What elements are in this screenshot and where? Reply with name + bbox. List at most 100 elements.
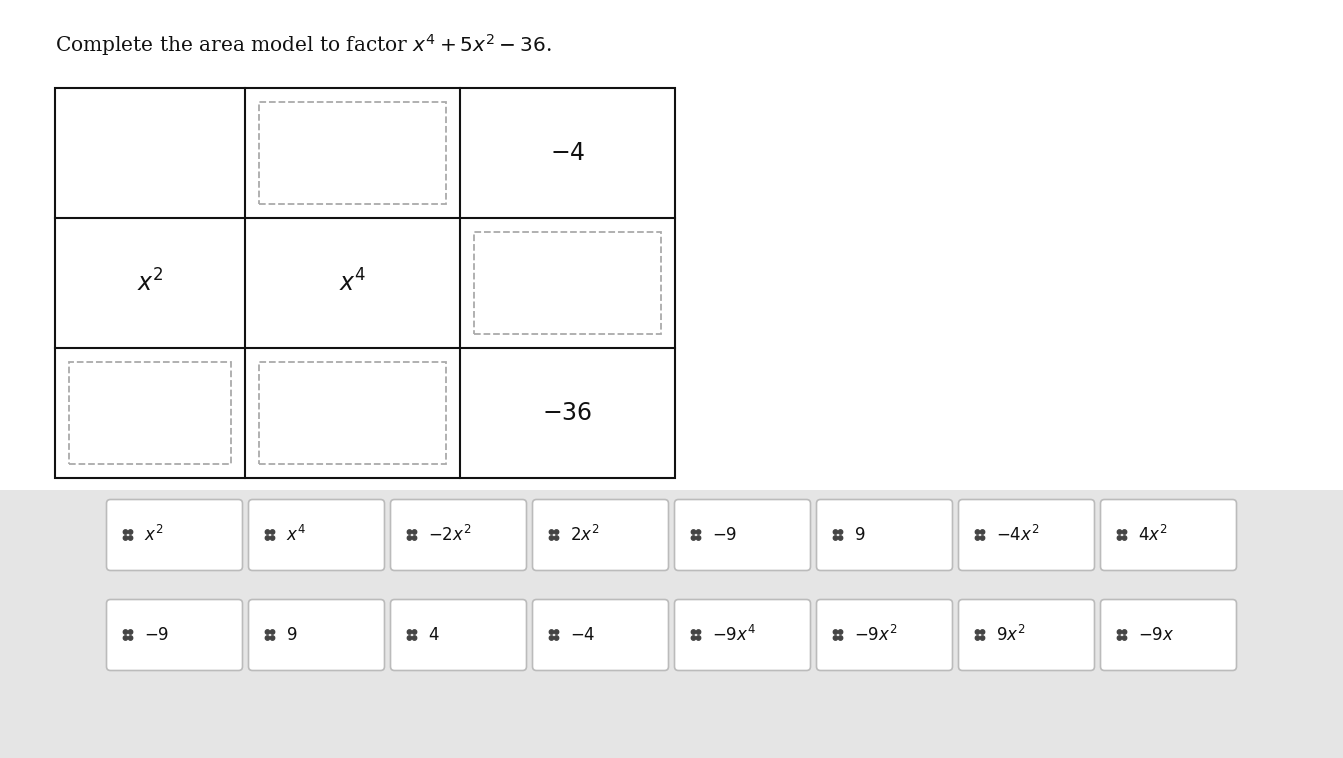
- Circle shape: [412, 536, 416, 540]
- Text: $4$: $4$: [428, 627, 441, 644]
- Circle shape: [833, 530, 838, 534]
- Circle shape: [1117, 636, 1121, 641]
- Circle shape: [549, 536, 553, 540]
- Circle shape: [1123, 636, 1127, 641]
- Circle shape: [1117, 630, 1121, 634]
- Circle shape: [975, 630, 979, 634]
- Circle shape: [270, 636, 275, 641]
- Text: $-9x^4$: $-9x^4$: [713, 625, 756, 645]
- Text: $-9x$: $-9x$: [1139, 627, 1175, 644]
- Circle shape: [1117, 536, 1121, 540]
- Circle shape: [129, 536, 133, 540]
- Text: $9x^2$: $9x^2$: [997, 625, 1026, 645]
- FancyBboxPatch shape: [248, 500, 384, 571]
- Circle shape: [1117, 530, 1121, 534]
- Text: $-4x^2$: $-4x^2$: [997, 525, 1039, 545]
- Text: $-4$: $-4$: [571, 627, 596, 644]
- Circle shape: [412, 636, 416, 641]
- FancyBboxPatch shape: [817, 600, 952, 671]
- Circle shape: [1123, 630, 1127, 634]
- Circle shape: [124, 636, 128, 641]
- Text: Complete the area model to factor $x^4 + 5x^2 - 36$.: Complete the area model to factor $x^4 +…: [55, 32, 552, 58]
- Circle shape: [833, 536, 838, 540]
- FancyBboxPatch shape: [248, 600, 384, 671]
- Circle shape: [692, 630, 696, 634]
- Circle shape: [838, 630, 842, 634]
- FancyBboxPatch shape: [959, 600, 1095, 671]
- FancyBboxPatch shape: [533, 500, 669, 571]
- Text: $2x^2$: $2x^2$: [571, 525, 600, 545]
- FancyBboxPatch shape: [391, 500, 526, 571]
- Circle shape: [696, 630, 701, 634]
- Text: $4x^2$: $4x^2$: [1139, 525, 1168, 545]
- FancyBboxPatch shape: [817, 500, 952, 571]
- Text: $x^4$: $x^4$: [286, 525, 306, 545]
- Circle shape: [980, 636, 984, 641]
- Circle shape: [407, 536, 412, 540]
- FancyBboxPatch shape: [674, 500, 810, 571]
- Text: $-2x^2$: $-2x^2$: [428, 525, 471, 545]
- Bar: [0, 490, 1343, 758]
- Circle shape: [555, 636, 559, 641]
- Circle shape: [549, 636, 553, 641]
- Bar: [474, 232, 661, 334]
- Circle shape: [833, 636, 838, 641]
- Bar: [68, 362, 231, 464]
- Circle shape: [407, 636, 412, 641]
- Text: $x^4$: $x^4$: [338, 269, 367, 296]
- Text: $-36$: $-36$: [543, 402, 592, 424]
- Circle shape: [129, 530, 133, 534]
- Circle shape: [696, 636, 701, 641]
- Circle shape: [838, 636, 842, 641]
- Bar: [55, 88, 676, 478]
- Circle shape: [692, 530, 696, 534]
- Text: $-4$: $-4$: [549, 142, 586, 164]
- Circle shape: [124, 630, 128, 634]
- Circle shape: [124, 530, 128, 534]
- Circle shape: [129, 630, 133, 634]
- Circle shape: [838, 530, 842, 534]
- FancyBboxPatch shape: [106, 500, 243, 571]
- Circle shape: [1123, 530, 1127, 534]
- Circle shape: [980, 630, 984, 634]
- FancyBboxPatch shape: [674, 600, 810, 671]
- Text: $9$: $9$: [286, 627, 298, 644]
- Circle shape: [266, 630, 270, 634]
- Bar: [259, 362, 446, 464]
- Text: $-9$: $-9$: [713, 527, 737, 543]
- Circle shape: [555, 630, 559, 634]
- Circle shape: [838, 536, 842, 540]
- Circle shape: [412, 630, 416, 634]
- Circle shape: [975, 530, 979, 534]
- Circle shape: [266, 536, 270, 540]
- Text: $x^2$: $x^2$: [145, 525, 164, 545]
- Circle shape: [692, 636, 696, 641]
- Circle shape: [696, 530, 701, 534]
- Text: $9$: $9$: [854, 527, 866, 543]
- Circle shape: [270, 630, 275, 634]
- Circle shape: [407, 630, 412, 634]
- Circle shape: [266, 636, 270, 641]
- Circle shape: [555, 536, 559, 540]
- FancyBboxPatch shape: [391, 600, 526, 671]
- Text: $x^2$: $x^2$: [137, 269, 164, 296]
- Circle shape: [975, 536, 979, 540]
- Circle shape: [692, 536, 696, 540]
- Text: $-9x^2$: $-9x^2$: [854, 625, 898, 645]
- Circle shape: [696, 536, 701, 540]
- Circle shape: [975, 636, 979, 641]
- FancyBboxPatch shape: [1100, 600, 1237, 671]
- Circle shape: [270, 536, 275, 540]
- Circle shape: [555, 530, 559, 534]
- FancyBboxPatch shape: [959, 500, 1095, 571]
- Circle shape: [266, 530, 270, 534]
- Bar: [259, 102, 446, 204]
- Circle shape: [129, 636, 133, 641]
- Circle shape: [412, 530, 416, 534]
- Circle shape: [407, 530, 412, 534]
- Circle shape: [549, 530, 553, 534]
- Text: $-9$: $-9$: [145, 627, 169, 644]
- FancyBboxPatch shape: [533, 600, 669, 671]
- Circle shape: [833, 630, 838, 634]
- Circle shape: [980, 536, 984, 540]
